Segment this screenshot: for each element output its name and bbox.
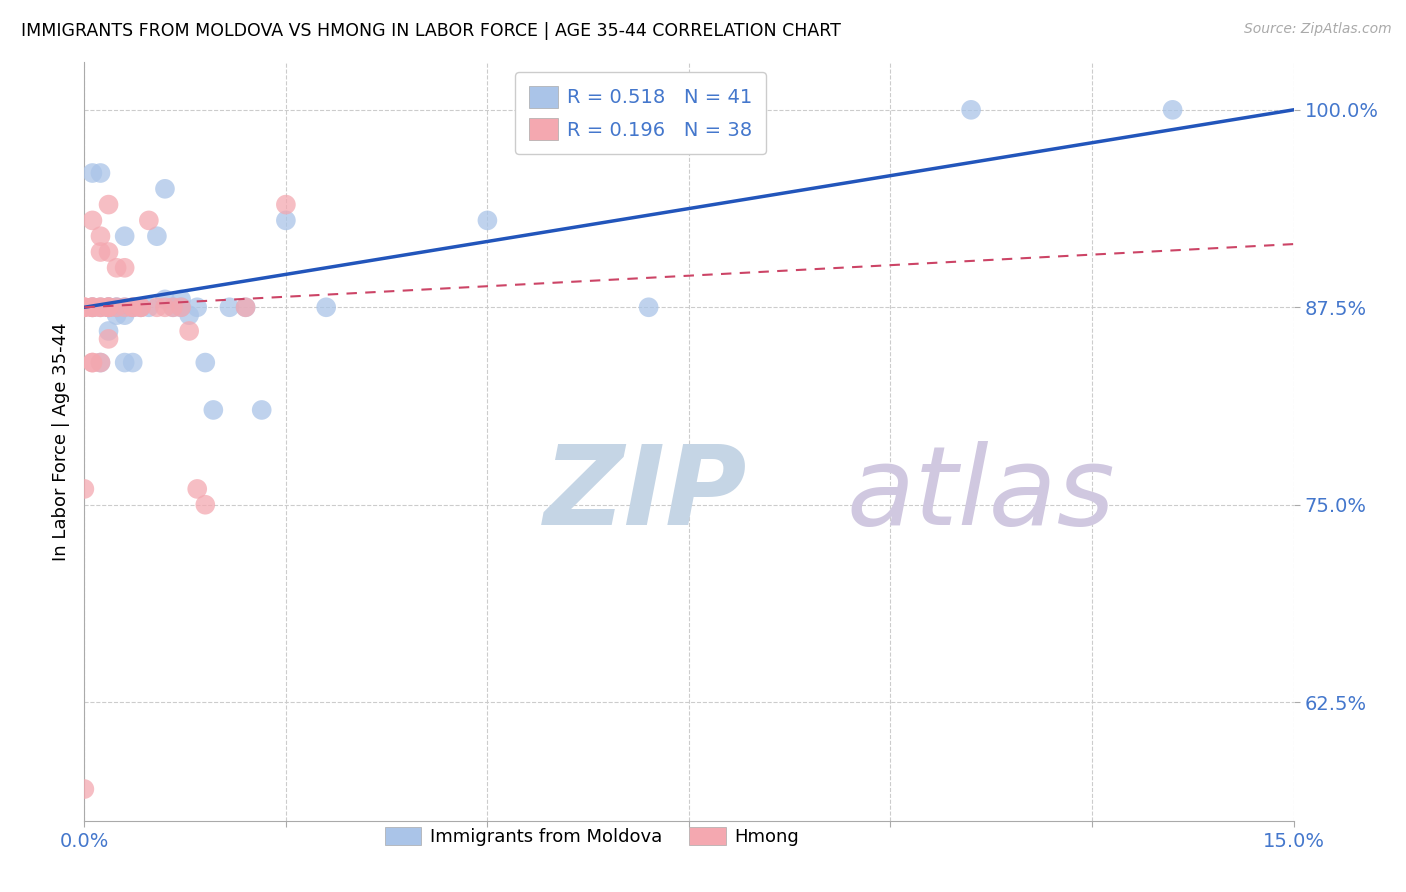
Point — [114, 300, 136, 314]
Point — [89, 229, 111, 244]
Point — [97, 197, 120, 211]
Point — [97, 300, 120, 314]
Point — [105, 300, 128, 314]
Text: atlas: atlas — [846, 442, 1115, 548]
Point — [121, 355, 143, 369]
Point — [89, 355, 111, 369]
Point — [73, 300, 96, 314]
Text: ZIP: ZIP — [544, 442, 748, 548]
Point — [82, 300, 104, 314]
Point — [153, 182, 176, 196]
Point — [82, 166, 104, 180]
Point — [114, 260, 136, 275]
Point — [315, 300, 337, 314]
Point — [97, 300, 120, 314]
Point — [170, 293, 193, 307]
Point — [121, 300, 143, 314]
Point — [114, 229, 136, 244]
Point — [960, 103, 983, 117]
Point — [235, 300, 257, 314]
Point — [170, 300, 193, 314]
Point — [97, 244, 120, 259]
Point — [146, 300, 169, 314]
Point — [82, 300, 104, 314]
Point — [97, 332, 120, 346]
Point — [179, 308, 201, 322]
Point — [97, 324, 120, 338]
Point — [179, 324, 201, 338]
Point — [73, 782, 96, 797]
Point — [82, 300, 104, 314]
Point — [121, 300, 143, 314]
Point — [250, 403, 273, 417]
Point — [121, 300, 143, 314]
Point — [235, 300, 257, 314]
Point — [114, 308, 136, 322]
Point — [162, 300, 184, 314]
Point — [186, 300, 208, 314]
Point — [89, 355, 111, 369]
Legend: Immigrants from Moldova, Hmong: Immigrants from Moldova, Hmong — [378, 820, 807, 854]
Point — [121, 300, 143, 314]
Text: Source: ZipAtlas.com: Source: ZipAtlas.com — [1244, 22, 1392, 37]
Point — [637, 300, 659, 314]
Point — [162, 300, 184, 314]
Point — [129, 300, 152, 314]
Point — [1161, 103, 1184, 117]
Point — [186, 482, 208, 496]
Point — [274, 213, 297, 227]
Point — [73, 300, 96, 314]
Point — [129, 300, 152, 314]
Point — [202, 403, 225, 417]
Point — [114, 355, 136, 369]
Point — [138, 300, 160, 314]
Point — [89, 300, 111, 314]
Point — [89, 300, 111, 314]
Point — [194, 498, 217, 512]
Point — [105, 308, 128, 322]
Point — [105, 260, 128, 275]
Point — [274, 197, 297, 211]
Point — [153, 300, 176, 314]
Point — [114, 300, 136, 314]
Point — [97, 300, 120, 314]
Point — [97, 300, 120, 314]
Point — [97, 300, 120, 314]
Point — [153, 293, 176, 307]
Point — [146, 229, 169, 244]
Point — [97, 300, 120, 314]
Point — [89, 244, 111, 259]
Point — [82, 213, 104, 227]
Point — [218, 300, 240, 314]
Point — [82, 355, 104, 369]
Point — [105, 300, 128, 314]
Point — [477, 213, 499, 227]
Point — [73, 300, 96, 314]
Point — [82, 300, 104, 314]
Point — [82, 355, 104, 369]
Point — [129, 300, 152, 314]
Text: IMMIGRANTS FROM MOLDOVA VS HMONG IN LABOR FORCE | AGE 35-44 CORRELATION CHART: IMMIGRANTS FROM MOLDOVA VS HMONG IN LABO… — [21, 22, 841, 40]
Point — [105, 300, 128, 314]
Point — [194, 355, 217, 369]
Y-axis label: In Labor Force | Age 35-44: In Labor Force | Age 35-44 — [52, 322, 70, 561]
Point — [89, 300, 111, 314]
Point — [89, 166, 111, 180]
Point — [138, 213, 160, 227]
Point — [82, 300, 104, 314]
Point — [170, 300, 193, 314]
Point — [73, 482, 96, 496]
